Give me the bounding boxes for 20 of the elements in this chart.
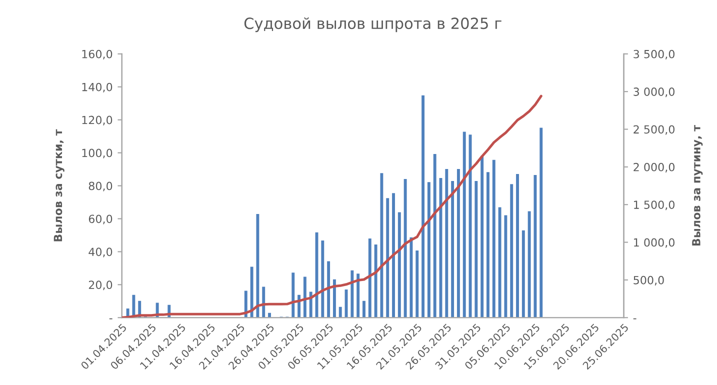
y2-axis-title: Вылов за путину, т — [692, 125, 703, 246]
y2-tick-label: 3 500,0 — [634, 50, 674, 60]
y2-tick-label: 3 000,0 — [634, 88, 674, 98]
y2-tick-label: 2 000,0 — [634, 162, 674, 172]
y2-tick-label: 1 500,0 — [634, 200, 674, 210]
y-tick-label: 20,0 — [88, 280, 112, 290]
y-tick-label: 120,0 — [82, 116, 112, 126]
y2-tick-label: - — [633, 318, 636, 320]
y-tick-label: 40,0 — [88, 248, 112, 258]
y-tick-label: 100,0 — [82, 148, 112, 158]
chart-title: Судовой вылов шпрота в 2025 г — [244, 17, 502, 32]
y2-tick-label: 1 000,0 — [634, 238, 674, 248]
y-tick-label: 160,0 — [82, 50, 112, 60]
y-tick-label: 140,0 — [82, 82, 112, 92]
y-tick-label: 60,0 — [88, 214, 112, 224]
y-tick-label: - — [109, 318, 112, 320]
y2-tick-label: 2 500,0 — [634, 125, 674, 135]
y-axis-title: Вылов за сутки, т — [54, 129, 64, 242]
y-tick-label: 80,0 — [88, 182, 112, 192]
y2-tick-label: 500,0 — [634, 276, 664, 286]
